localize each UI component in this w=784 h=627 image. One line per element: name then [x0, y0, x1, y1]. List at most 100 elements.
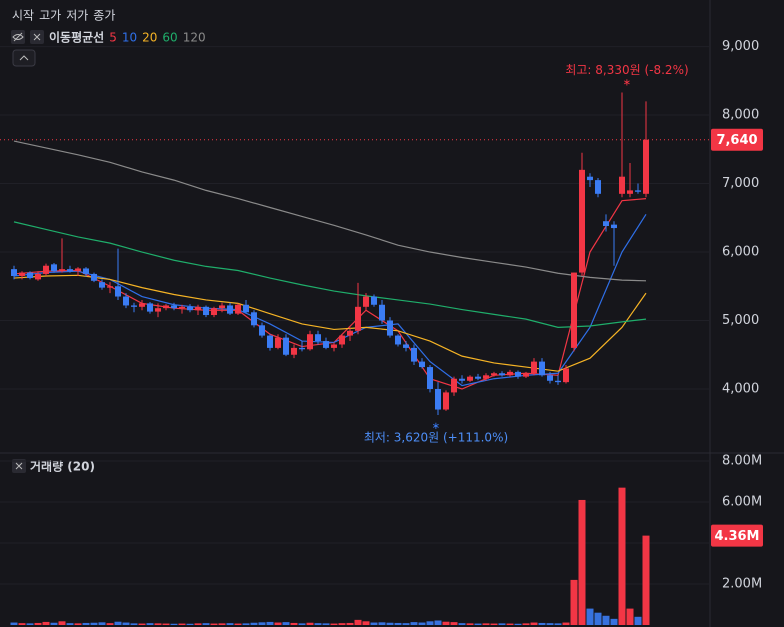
volume-tick-label: 2.00M: [722, 577, 762, 592]
volume-bar: [274, 622, 282, 625]
ohlc-legend-label: 고가: [39, 9, 61, 23]
y-tick-label: 7,000: [722, 176, 759, 191]
candle-body: [35, 273, 41, 280]
y-tick-label: 9,000: [722, 39, 759, 54]
volume-bar: [610, 618, 618, 625]
candle-body: [571, 272, 577, 348]
candle-body: [403, 344, 409, 348]
candle-body: [483, 375, 489, 379]
volume-bar: [306, 622, 314, 625]
candle-body: [507, 371, 513, 376]
candle-body: [131, 305, 137, 307]
ma-legend-entry: 10: [122, 31, 137, 45]
volume-bar: [122, 622, 130, 625]
volume-bar: [146, 623, 154, 625]
close-icon[interactable]: [30, 30, 44, 44]
volume-bar: [98, 622, 106, 625]
candle-body: [491, 373, 497, 376]
volume-bar: [114, 621, 122, 625]
ohlc-legend-label: 종가: [93, 9, 115, 23]
volume-bar: [482, 623, 490, 625]
candle-body: [163, 305, 169, 309]
y-tick-label: 8,000: [722, 108, 759, 123]
volume-bar: [602, 615, 610, 625]
candle-body: [19, 272, 25, 276]
last-price-label: 7,640: [716, 133, 757, 148]
candle-body: [267, 335, 273, 348]
collapse-button[interactable]: [12, 49, 36, 67]
y-tick-label: 6,000: [722, 245, 759, 260]
ohlc-legend-label: 저가: [66, 9, 88, 23]
volume-bar: [90, 622, 98, 625]
volume-bar: [578, 499, 586, 625]
volume-bar: [26, 623, 34, 625]
volume-legend: 거래량 (20): [30, 459, 95, 474]
low-marker: ∗: [432, 421, 440, 432]
volume-bar: [562, 622, 570, 625]
volume-tick-label: 8.00M: [722, 454, 762, 469]
candle-body: [283, 337, 289, 355]
volume-bar: [66, 623, 74, 625]
candle-body: [603, 221, 609, 226]
volume-tick-label: 6.00M: [722, 495, 762, 510]
candle-body: [547, 375, 553, 381]
volume-bar: [250, 622, 258, 625]
candle-body: [515, 371, 521, 377]
candle-body: [323, 341, 329, 348]
volume-bar: [506, 623, 514, 625]
ma-legend-entry: 60: [162, 31, 177, 45]
volume-bar: [202, 623, 210, 625]
candle-body: [347, 330, 353, 336]
ohlc-legend-label: 시작: [12, 9, 34, 23]
volume-bar: [50, 622, 58, 625]
candle-body: [387, 320, 393, 336]
volume-bar: [618, 487, 626, 625]
last-volume-label: 4.36M: [714, 529, 759, 544]
visibility-icon[interactable]: [11, 30, 25, 44]
candle-body: [219, 305, 225, 309]
volume-bar: [234, 623, 242, 625]
volume-bar: [522, 623, 530, 625]
volume-bar: [258, 622, 266, 625]
volume-bar: [450, 622, 458, 625]
candle-body: [395, 335, 401, 345]
candle-body: [67, 269, 73, 272]
candle-body: [587, 176, 593, 181]
candle-body: [339, 335, 345, 345]
volume-bar: [474, 623, 482, 625]
volume-close-icon[interactable]: [12, 459, 26, 473]
volume-bar: [298, 623, 306, 625]
candle-body: [43, 265, 49, 274]
volume-bar: [370, 622, 378, 625]
candle-body: [275, 337, 281, 348]
candle-body: [75, 268, 81, 272]
moving-average-line: [13, 214, 647, 387]
volume-bar: [426, 621, 434, 625]
candle-body: [139, 303, 145, 307]
candle-body: [187, 306, 193, 311]
volume-bar: [514, 623, 522, 625]
volume-bar: [322, 623, 330, 625]
volume-bar: [386, 622, 394, 625]
volume-bar: [498, 623, 506, 625]
high-annotation: 최고: 8,330원 (-8.2%): [565, 63, 688, 77]
candle-body: [443, 392, 449, 410]
volume-bar: [362, 621, 370, 625]
last-price-box: [711, 128, 763, 151]
volume-bar: [282, 622, 290, 625]
candle-body: [531, 361, 537, 374]
candle-body: [419, 361, 425, 368]
volume-bar: [346, 622, 354, 625]
y-tick-label: 4,000: [722, 381, 759, 396]
ma-legend-entry: 5: [109, 31, 117, 45]
candle-body: [555, 380, 561, 383]
candle-body: [411, 347, 417, 362]
candle-body: [307, 334, 313, 350]
candle-body: [203, 306, 209, 316]
candle-body: [523, 373, 529, 377]
volume-bar: [466, 623, 474, 625]
candle-body: [99, 282, 105, 288]
candle-body: [211, 308, 217, 316]
volume-bar: [538, 622, 546, 625]
